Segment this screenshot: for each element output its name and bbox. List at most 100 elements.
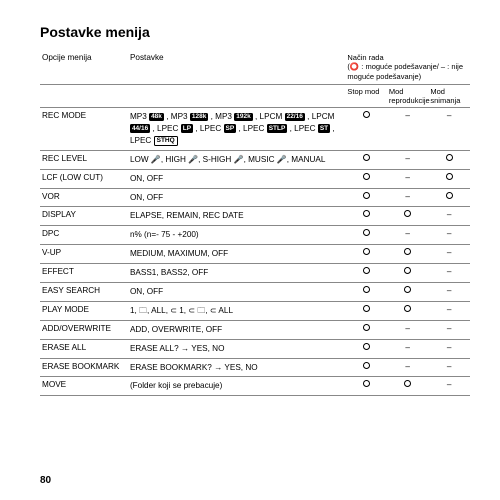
cell-stop — [345, 377, 387, 396]
circle-icon — [404, 267, 411, 274]
header-mode-label: Način rada — [347, 53, 468, 62]
cell-option: DISPLAY — [40, 207, 128, 226]
cell-rec: – — [428, 108, 470, 151]
header-options: Opcije menija — [40, 50, 128, 85]
cell-rec: – — [428, 283, 470, 302]
cell-stop — [345, 358, 387, 377]
cell-stop — [345, 108, 387, 151]
table-row: ERASE BOOKMARKERASE BOOKMARK? → YES, NO–… — [40, 358, 470, 377]
cell-stop — [345, 320, 387, 339]
cell-option: EASY SEARCH — [40, 283, 128, 302]
circle-icon — [363, 267, 370, 274]
page-title: Postavke menija — [40, 24, 470, 40]
cell-rec: – — [428, 301, 470, 320]
cell-play: – — [387, 226, 429, 245]
cell-play — [387, 377, 429, 396]
circle-icon — [404, 286, 411, 293]
cell-rec — [428, 169, 470, 188]
cell-play: – — [387, 320, 429, 339]
circle-icon — [363, 111, 370, 118]
cell-stop — [345, 169, 387, 188]
cell-settings: BASS1, BASS2, OFF — [128, 264, 345, 283]
cell-play: – — [387, 150, 429, 169]
cell-settings: LOW 🎤, HIGH 🎤, S-HIGH 🎤, MUSIC 🎤, MANUAL — [128, 150, 345, 169]
dash-icon: – — [447, 305, 452, 314]
table-row: REC LEVELLOW 🎤, HIGH 🎤, S-HIGH 🎤, MUSIC … — [40, 150, 470, 169]
cell-settings: ON, OFF — [128, 283, 345, 302]
dash-icon: – — [405, 229, 410, 238]
header-stop: Stop mod — [345, 85, 387, 108]
cell-stop — [345, 207, 387, 226]
cell-play — [387, 283, 429, 302]
cell-play — [387, 301, 429, 320]
cell-settings: ADD, OVERWRITE, OFF — [128, 320, 345, 339]
cell-stop — [345, 264, 387, 283]
circle-icon — [363, 154, 370, 161]
cell-play — [387, 207, 429, 226]
cell-stop — [345, 245, 387, 264]
dash-icon: – — [405, 192, 410, 201]
circle-icon — [404, 380, 411, 387]
cell-option: ADD/OVERWRITE — [40, 320, 128, 339]
cell-rec: – — [428, 339, 470, 358]
table-row: EASY SEARCHON, OFF – — [40, 283, 470, 302]
cell-stop — [345, 150, 387, 169]
cell-option: MOVE — [40, 377, 128, 396]
table-row: LCF (LOW CUT)ON, OFF– — [40, 169, 470, 188]
header-rec: Mod snimanja — [428, 85, 470, 108]
header-legend: (⭕ : moguće podešavanje/ – : nije moguće… — [347, 62, 468, 81]
circle-icon — [446, 192, 453, 199]
dash-icon: – — [405, 324, 410, 333]
cell-settings: ON, OFF — [128, 188, 345, 207]
circle-icon — [363, 286, 370, 293]
page-number: 80 — [40, 475, 51, 486]
cell-rec: – — [428, 320, 470, 339]
dash-icon: – — [447, 111, 452, 120]
dash-icon: – — [447, 362, 452, 371]
cell-play: – — [387, 188, 429, 207]
dash-icon: – — [447, 286, 452, 295]
circle-icon — [446, 173, 453, 180]
dash-icon: – — [447, 248, 452, 257]
cell-play: – — [387, 358, 429, 377]
circle-icon — [363, 210, 370, 217]
header-settings: Postavke — [128, 50, 345, 85]
table-row: DISPLAYELAPSE, REMAIN, REC DATE – — [40, 207, 470, 226]
cell-play — [387, 264, 429, 283]
cell-option: LCF (LOW CUT) — [40, 169, 128, 188]
cell-option: PLAY MODE — [40, 301, 128, 320]
header-mode-group: Način rada (⭕ : moguće podešavanje/ – : … — [345, 50, 470, 85]
dash-icon: – — [447, 210, 452, 219]
circle-icon — [363, 343, 370, 350]
table-row: EFFECTBASS1, BASS2, OFF– — [40, 264, 470, 283]
cell-option: ERASE ALL — [40, 339, 128, 358]
dash-icon: – — [447, 380, 452, 389]
circle-icon — [363, 229, 370, 236]
circle-icon — [446, 154, 453, 161]
cell-stop — [345, 188, 387, 207]
table-row: MOVE(Folder koji se prebacuje)– — [40, 377, 470, 396]
cell-option: VOR — [40, 188, 128, 207]
circle-icon — [363, 192, 370, 199]
cell-rec — [428, 188, 470, 207]
dash-icon: – — [405, 343, 410, 352]
dash-icon: – — [405, 154, 410, 163]
cell-option: V-UP — [40, 245, 128, 264]
dash-icon: – — [447, 229, 452, 238]
circle-icon — [363, 305, 370, 312]
table-row: PLAY MODE1, 🗀, ALL, ⊂ 1, ⊂ 🗀, ⊂ ALL– — [40, 301, 470, 320]
dash-icon: – — [405, 362, 410, 371]
cell-settings: ELAPSE, REMAIN, REC DATE — [128, 207, 345, 226]
circle-icon — [404, 248, 411, 255]
circle-icon — [363, 173, 370, 180]
cell-settings: ERASE ALL? → YES, NO — [128, 339, 345, 358]
circle-icon — [363, 324, 370, 331]
cell-rec: – — [428, 226, 470, 245]
cell-stop — [345, 283, 387, 302]
table-row: DPCn% (n=- 75 - +200)–– — [40, 226, 470, 245]
header-play: Mod reprodukcije — [387, 85, 429, 108]
dash-icon: – — [447, 267, 452, 276]
dash-icon: – — [447, 324, 452, 333]
table-row: ERASE ALLERASE ALL? → YES, NO – – — [40, 339, 470, 358]
settings-table: Opcije menija Postavke Način rada (⭕ : m… — [40, 50, 470, 396]
